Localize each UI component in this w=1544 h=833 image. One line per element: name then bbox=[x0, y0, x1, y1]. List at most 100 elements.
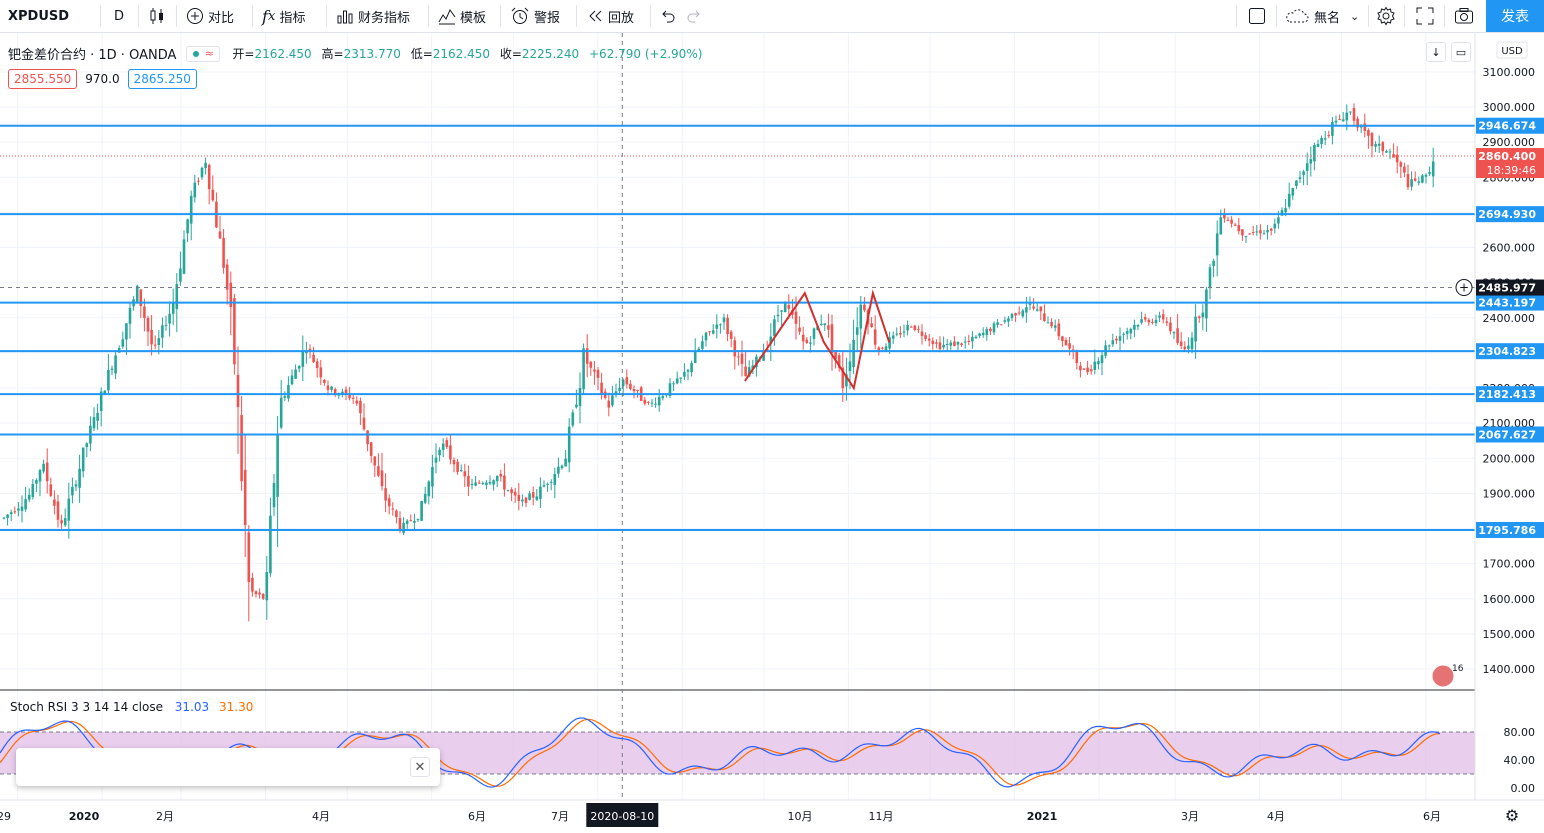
toolbar-divider bbox=[1276, 5, 1277, 27]
candle-body bbox=[809, 342, 812, 344]
snapshot-button[interactable] bbox=[1454, 0, 1478, 32]
spread-value: 970.0 bbox=[85, 72, 120, 86]
candle-body bbox=[1313, 144, 1316, 162]
candle-body bbox=[773, 319, 776, 337]
toolbar-divider bbox=[576, 5, 577, 27]
chart-type-button[interactable] bbox=[148, 0, 170, 32]
candle-body bbox=[1287, 193, 1291, 207]
candle-body bbox=[801, 334, 805, 342]
close-button[interactable]: ✕ bbox=[410, 757, 430, 777]
cloud-icon bbox=[1284, 7, 1310, 25]
candle-body bbox=[225, 264, 229, 290]
alert-button[interactable]: 警报 bbox=[510, 0, 560, 32]
fullscreen-button[interactable] bbox=[1416, 0, 1438, 32]
candle-body bbox=[323, 379, 326, 383]
candle-body bbox=[315, 361, 319, 369]
candle-body bbox=[888, 337, 891, 349]
gear-icon bbox=[1376, 6, 1396, 26]
candle-body bbox=[92, 417, 96, 429]
save-layout-button[interactable]: 無名 ⌄ bbox=[1284, 0, 1363, 32]
undo-button[interactable] bbox=[658, 0, 680, 32]
candle-body bbox=[269, 515, 272, 574]
candle-body bbox=[924, 335, 927, 339]
candle-body bbox=[1194, 316, 1197, 342]
candle-body bbox=[409, 520, 413, 522]
candle-body bbox=[78, 468, 81, 488]
interval-button[interactable]: D bbox=[114, 0, 124, 32]
candle-body bbox=[384, 488, 387, 501]
candle-body bbox=[1403, 166, 1406, 173]
candle-body bbox=[1093, 361, 1097, 370]
candle-body bbox=[1050, 322, 1053, 327]
candle-body bbox=[1136, 325, 1140, 327]
templates-button[interactable]: 模板 bbox=[438, 0, 486, 32]
candle-body bbox=[740, 353, 744, 364]
candle-body bbox=[1172, 332, 1176, 334]
candle-body bbox=[755, 356, 758, 368]
arrow-down-icon: ↓ bbox=[1431, 45, 1441, 59]
compare-button[interactable]: 对比 bbox=[186, 0, 234, 32]
candle-body bbox=[459, 470, 463, 472]
close-icon: ✕ bbox=[414, 759, 426, 775]
symbol-search[interactable]: XPDUSD bbox=[8, 0, 69, 32]
candle-body bbox=[294, 369, 297, 379]
candle-body bbox=[96, 412, 99, 421]
close-value: 2225.240 bbox=[521, 47, 580, 61]
line-price-label-bg bbox=[1476, 343, 1544, 360]
replay-button[interactable]: 回放 bbox=[586, 0, 634, 32]
candle-body bbox=[657, 396, 661, 406]
price-tick-label: 2400.000 bbox=[1483, 312, 1536, 325]
time-tick-label: 2021 bbox=[1027, 810, 1058, 823]
scroll-down-button[interactable]: ↓ bbox=[1426, 42, 1446, 62]
interval-label: D bbox=[114, 8, 125, 24]
candle-body bbox=[819, 323, 823, 325]
candle-body bbox=[1277, 217, 1280, 224]
candle-body bbox=[1309, 159, 1313, 164]
line-price-label-bg bbox=[1476, 426, 1544, 443]
ohlc-values: 开=2162.450 高=2313.770 低=2162.450 收=2225.… bbox=[232, 45, 702, 62]
candle-body bbox=[391, 508, 395, 510]
candle-body bbox=[783, 302, 787, 313]
countdown-label: 18:39:46 bbox=[1487, 164, 1536, 177]
oscillator-tick-label: 0.00 bbox=[1511, 782, 1536, 795]
publish-button[interactable]: 发表 bbox=[1486, 0, 1544, 32]
candle-body bbox=[1284, 208, 1287, 213]
crosshair-price-badge bbox=[1476, 279, 1544, 296]
candle-body bbox=[1107, 345, 1111, 347]
candle-body bbox=[56, 501, 60, 520]
price-tick-label: 1400.000 bbox=[1483, 663, 1536, 676]
candle-body bbox=[776, 314, 780, 317]
candle-body bbox=[287, 384, 290, 399]
layout-button[interactable] bbox=[1248, 0, 1270, 32]
toolbar-divider bbox=[1368, 5, 1369, 27]
redo-button[interactable] bbox=[686, 0, 708, 32]
candle-body bbox=[704, 332, 708, 341]
crosshair-date-badge bbox=[586, 803, 659, 827]
candle-body bbox=[1208, 267, 1212, 289]
candle-body bbox=[873, 329, 877, 345]
candle-body bbox=[787, 305, 791, 309]
candle-body bbox=[1118, 336, 1122, 341]
candle-body bbox=[1298, 177, 1302, 179]
financials-label: 财务指标 bbox=[358, 10, 411, 26]
candle-body bbox=[441, 443, 445, 450]
candle-body bbox=[747, 367, 751, 377]
sell-button[interactable]: 2855.550 bbox=[8, 69, 78, 89]
candle-body bbox=[542, 485, 546, 487]
price-tick-label: 1600.000 bbox=[1483, 593, 1536, 606]
candle-body bbox=[1169, 322, 1172, 332]
candle-body bbox=[956, 341, 960, 345]
visibility-toggle[interactable]: ≈ bbox=[186, 45, 221, 62]
candle-body bbox=[467, 475, 470, 487]
maximize-pane-button[interactable]: ▭ bbox=[1451, 42, 1471, 62]
candle-body bbox=[236, 374, 240, 408]
candle-body bbox=[571, 412, 575, 426]
buy-button[interactable]: 2865.250 bbox=[127, 69, 197, 89]
candle-body bbox=[1154, 319, 1158, 324]
candle-body bbox=[1388, 151, 1392, 153]
candle-body bbox=[474, 482, 477, 486]
financials-button[interactable]: 财务指标 bbox=[336, 0, 410, 32]
settings-button[interactable] bbox=[1376, 0, 1400, 32]
